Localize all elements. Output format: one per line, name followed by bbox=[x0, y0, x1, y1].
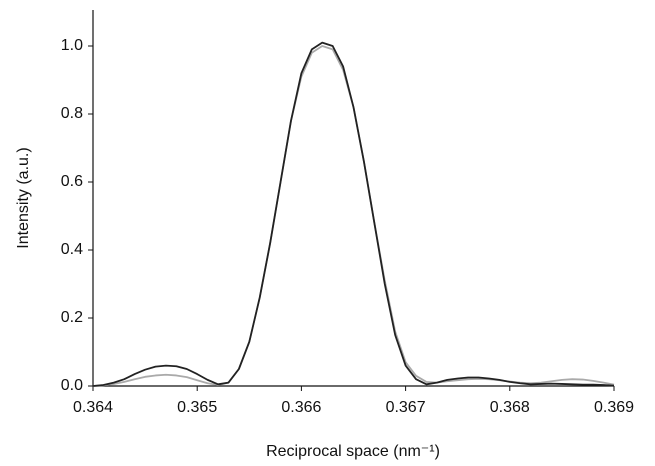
y-tick-label: 0.4 bbox=[61, 241, 83, 258]
y-tick-label: 1.0 bbox=[61, 37, 83, 54]
x-tick-label: 0.364 bbox=[73, 399, 113, 416]
y-axis-label: Intensity (a.u.) bbox=[15, 147, 32, 248]
y-tick-label: 0.2 bbox=[61, 309, 83, 326]
x-tick-label: 0.365 bbox=[177, 399, 217, 416]
y-tick-label: 0.0 bbox=[61, 377, 83, 394]
x-tick-label: 0.366 bbox=[281, 399, 321, 416]
data-line bbox=[92, 41, 615, 387]
y-tick-label: 0.8 bbox=[61, 105, 83, 122]
x-tick-label: 0.368 bbox=[490, 399, 530, 416]
y-tick-label: 0.6 bbox=[61, 173, 83, 190]
x-tick-label: 0.367 bbox=[386, 399, 426, 416]
x-tick-label: 0.369 bbox=[594, 399, 634, 416]
x-axis-label: Reciprocal space (nm⁻¹) bbox=[266, 443, 440, 460]
data-line bbox=[92, 45, 615, 387]
